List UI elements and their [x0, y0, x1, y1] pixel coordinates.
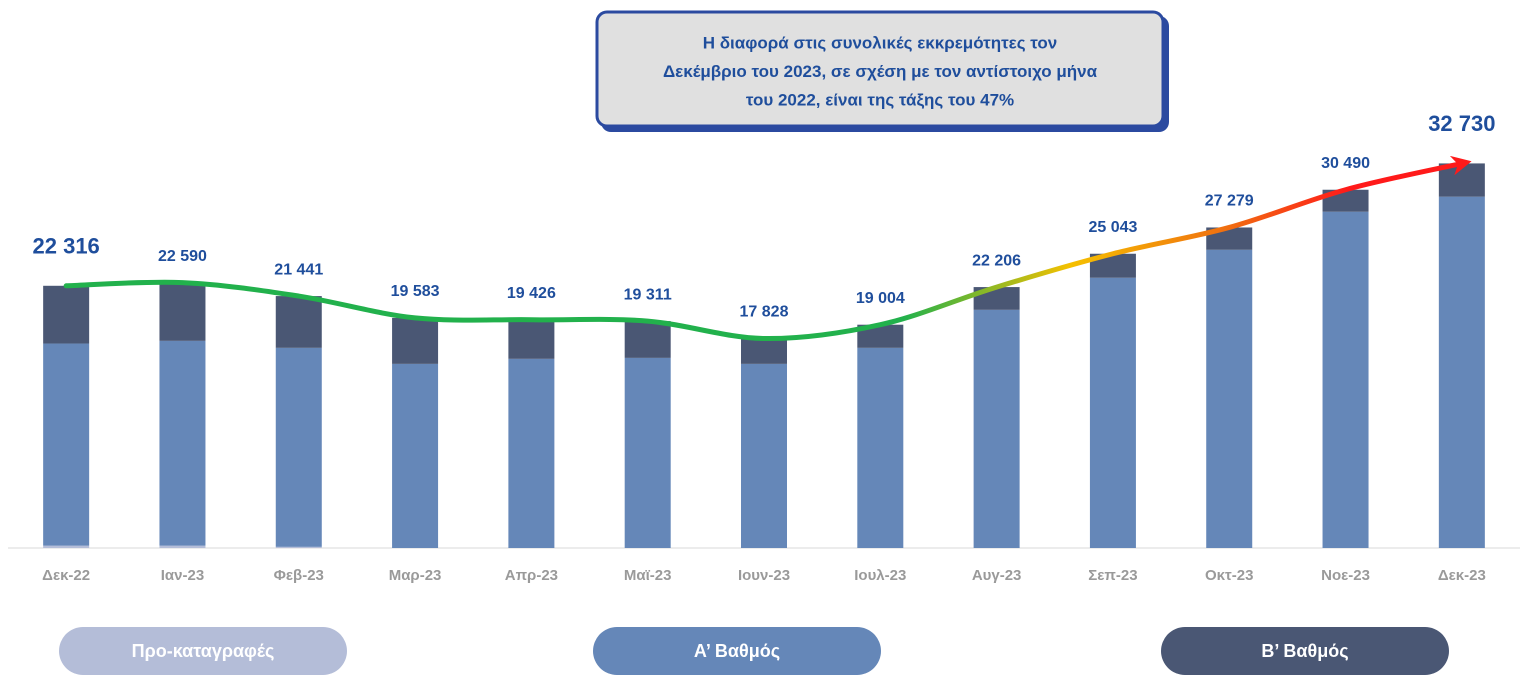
legend-label: Α’ Βαθμός — [694, 641, 780, 661]
x-tick-label: Δεκ-22 — [42, 567, 90, 584]
bar-segment — [159, 282, 206, 341]
bar-segment — [741, 363, 787, 548]
bar-segment — [43, 343, 90, 546]
annotation-text: Η διαφορά στις συνολικές εκκρεμότητες το… — [703, 33, 1058, 52]
total-label: 22 316 — [33, 234, 100, 259]
bar-segment — [1206, 227, 1253, 250]
legend-label: Β’ Βαθμός — [1261, 641, 1348, 661]
x-tick-label: Αυγ-23 — [972, 567, 1022, 584]
total-label: 30 490 — [1321, 155, 1370, 172]
bar-segment — [857, 324, 904, 348]
bar-segment — [159, 545, 206, 548]
total-label: 17 828 — [740, 304, 789, 321]
x-tick-label: Ιουν-23 — [738, 567, 790, 584]
total-label: 19 583 — [391, 283, 440, 300]
bar-segment — [275, 296, 322, 348]
legend-pill — [593, 627, 881, 675]
x-tick-label: Νοε-23 — [1321, 567, 1370, 584]
total-label: 22 590 — [158, 248, 207, 265]
trend-line — [63, 155, 1472, 342]
bar-segment — [1322, 211, 1369, 548]
bar-segment — [624, 357, 671, 548]
bar-segment — [741, 338, 787, 364]
bar-segment — [43, 545, 90, 548]
bar-segment — [508, 358, 555, 548]
bar-segment — [973, 309, 1020, 548]
x-tick-label: Ιουλ-23 — [854, 567, 906, 584]
x-tick-label: Φεβ-23 — [274, 567, 324, 584]
x-tick-label: Δεκ-23 — [1438, 567, 1486, 584]
bar-segment — [275, 546, 322, 548]
total-label: 19 004 — [856, 290, 905, 307]
bar-segment — [159, 340, 206, 546]
bar-segment — [1438, 196, 1485, 549]
legend-pill — [1161, 627, 1449, 675]
x-tick-label: Απρ-23 — [505, 567, 558, 584]
legend-label: Προ-καταγραφές — [132, 641, 275, 661]
x-tick-label: Σεπ-23 — [1088, 567, 1137, 584]
x-tick-label: Οκτ-23 — [1205, 567, 1253, 584]
total-label: 21 441 — [274, 261, 323, 278]
bar-segment — [508, 319, 555, 359]
bar-segment — [43, 285, 90, 344]
x-tick-label: Ιαν-23 — [161, 567, 204, 584]
bar-segment — [275, 347, 322, 547]
bar-segment — [624, 321, 671, 358]
total-label: 27 279 — [1205, 193, 1254, 210]
total-label: 25 043 — [1088, 219, 1137, 236]
bar-segment — [392, 317, 439, 364]
x-tick-label: Μαϊ-23 — [624, 567, 672, 584]
total-label: 32 730 — [1428, 111, 1495, 136]
legend-pill — [59, 627, 347, 675]
total-label: 19 311 — [624, 286, 672, 303]
total-label: 19 426 — [507, 285, 556, 302]
x-tick-label: Μαρ-23 — [389, 567, 442, 584]
annotation-box — [595, 10, 1165, 128]
bar-segment — [857, 347, 904, 548]
bar-segment — [1206, 249, 1253, 548]
annotation-text: του 2022, είναι της τάξης του 47% — [746, 90, 1014, 109]
annotation-text: Δεκέμβριο του 2023, σε σχέση με τον αντί… — [663, 62, 1098, 81]
total-label: 22 206 — [972, 252, 1021, 269]
bar-segment — [1089, 277, 1136, 548]
bar-segment — [392, 363, 439, 548]
